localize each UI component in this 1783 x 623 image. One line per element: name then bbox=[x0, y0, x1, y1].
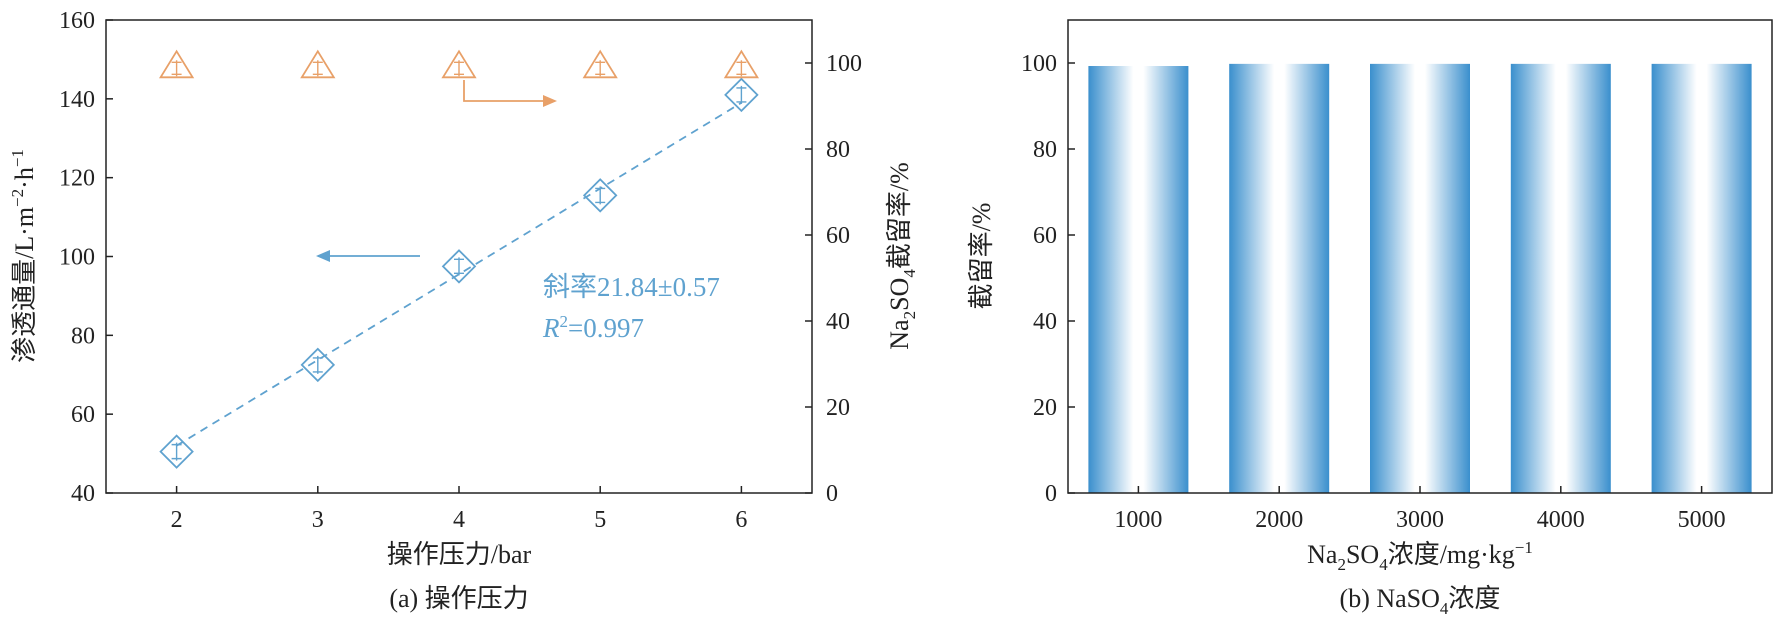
flux-point bbox=[582, 178, 618, 213]
x-tick-label: 6 bbox=[735, 507, 747, 533]
y-tick-label: 160 bbox=[59, 8, 95, 34]
left-axis-arrow bbox=[316, 250, 420, 262]
rejection-error-bar bbox=[595, 60, 606, 77]
panel-a-markers bbox=[158, 49, 760, 469]
panel-a-x-label: 操作压力/bar bbox=[387, 540, 532, 569]
flux-error-bar bbox=[454, 257, 464, 276]
x-tick-label: 2000 bbox=[1255, 507, 1303, 533]
y-tick-label: 140 bbox=[59, 87, 95, 113]
y2-tick-label: 0 bbox=[826, 481, 838, 507]
rejection-point bbox=[158, 49, 195, 79]
y-tick-label: 80 bbox=[71, 323, 95, 349]
flux-point bbox=[159, 434, 194, 469]
flux-point bbox=[300, 347, 336, 383]
flux-error-bar bbox=[736, 85, 747, 104]
y-tick-label: 80 bbox=[1033, 137, 1057, 163]
y2-tick-label: 40 bbox=[826, 309, 850, 335]
panel-a-ticks: 2 3 4 5 6 40 60 80 100 120 140 160 0 20 40 60 80 100 bbox=[59, 8, 862, 533]
x-tick-label: 4000 bbox=[1537, 507, 1585, 533]
y2-tick-label: 60 bbox=[826, 223, 850, 249]
y-tick-label: 40 bbox=[71, 481, 95, 507]
r2-annotation: R2=0.997 bbox=[542, 312, 644, 343]
y2-tick-label: 80 bbox=[826, 137, 850, 163]
flux-point bbox=[441, 249, 477, 284]
x-tick-label: 2 bbox=[171, 507, 183, 533]
fit-line bbox=[176, 102, 742, 447]
y-tick-label: 60 bbox=[71, 402, 95, 428]
panel-b-y-label: 截留率/% bbox=[967, 203, 996, 310]
y-tick-label: 60 bbox=[1033, 223, 1057, 249]
rejection-point bbox=[300, 49, 336, 79]
flux-point bbox=[724, 77, 759, 113]
panel-b-x-label: Na2SO4浓度/mg·kg−1 bbox=[1307, 538, 1533, 574]
y-tick-label: 100 bbox=[1021, 51, 1057, 77]
flux-error-bar bbox=[171, 442, 182, 461]
rejection-error-bar bbox=[312, 60, 323, 77]
panel-a-y2-label: Na2SO4截留率/% bbox=[885, 162, 919, 349]
panel-b-ticks: 1000 2000 3000 4000 5000 0 20 40 60 80 100 bbox=[1021, 51, 1726, 533]
panel-a-plot-frame bbox=[105, 19, 813, 494]
x-tick-label: 5000 bbox=[1678, 507, 1726, 533]
panel-b-caption: (b) NaSO4浓度 bbox=[1340, 584, 1501, 618]
y-tick-label: 20 bbox=[1033, 395, 1057, 421]
rejection-point bbox=[723, 49, 760, 79]
y-tick-label: 40 bbox=[1033, 309, 1057, 335]
x-tick-label: 3000 bbox=[1396, 507, 1444, 533]
panel-a-y-label: 渗透通量/L·m−2·h−1 bbox=[8, 149, 39, 363]
x-tick-label: 3 bbox=[312, 507, 324, 533]
panel-b-bars bbox=[1088, 63, 1752, 494]
y-tick-label: 0 bbox=[1045, 481, 1057, 507]
rejection-bar bbox=[1651, 63, 1752, 494]
y-tick-label: 120 bbox=[59, 166, 95, 192]
flux-error-bar bbox=[595, 186, 606, 205]
rejection-point bbox=[441, 49, 477, 79]
slope-annotation: 斜率21.84±0.57 bbox=[543, 272, 720, 302]
x-tick-label: 4 bbox=[453, 507, 465, 533]
y-tick-label: 100 bbox=[59, 245, 95, 271]
rejection-error-bar bbox=[736, 60, 747, 77]
rejection-bar bbox=[1370, 63, 1470, 494]
rejection-point bbox=[582, 49, 618, 79]
y2-tick-label: 20 bbox=[826, 395, 850, 421]
y2-tick-label: 100 bbox=[826, 51, 862, 77]
panel-a: 2 3 4 5 6 40 60 80 100 120 140 160 0 20 40 60 80 100 斜率21… bbox=[8, 8, 919, 613]
right-axis-arrow bbox=[463, 80, 557, 107]
rejection-bar bbox=[1088, 66, 1189, 493]
rejection-bar bbox=[1510, 63, 1611, 494]
rejection-error-bar bbox=[171, 60, 182, 77]
flux-error-bar bbox=[312, 355, 323, 374]
panel-a-caption: (a) 操作压力 bbox=[389, 584, 528, 613]
x-tick-label: 1000 bbox=[1114, 507, 1162, 533]
panel-b: 1000 2000 3000 4000 5000 0 20 40 60 80 100 截留率/% N… bbox=[967, 19, 1773, 618]
rejection-bar bbox=[1229, 63, 1330, 494]
x-tick-label: 5 bbox=[594, 507, 606, 533]
rejection-error-bar bbox=[454, 60, 464, 77]
